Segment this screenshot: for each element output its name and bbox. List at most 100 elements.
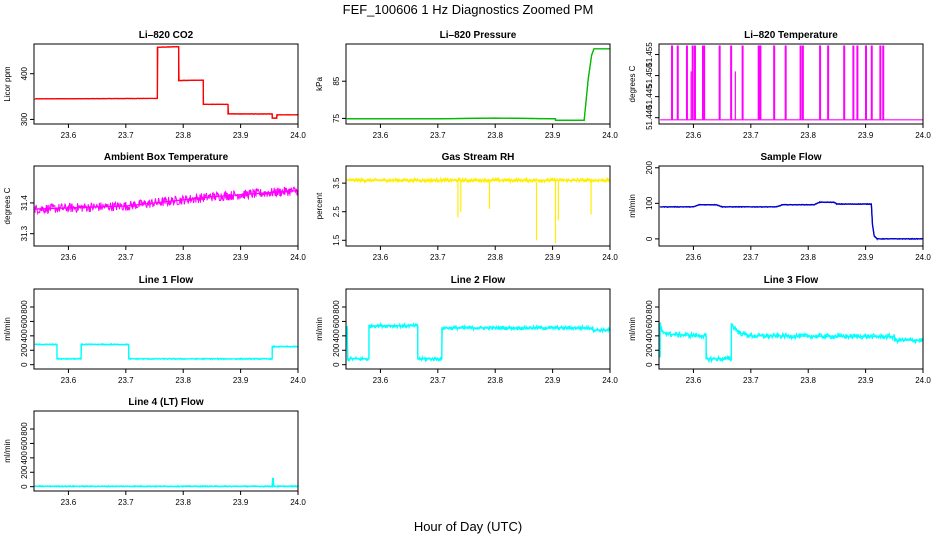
y-axis-label: ml/min	[628, 194, 637, 218]
y-tick-label: 400	[645, 329, 654, 343]
y-tick-label: 400	[20, 451, 29, 465]
y-tick-label: 600	[20, 314, 29, 328]
panel-title: Line 4 (LT) Flow	[128, 397, 204, 408]
y-axis-label: percent	[315, 192, 324, 219]
y-tick-label: 600	[20, 436, 29, 450]
panel-8: Line 2 Flow ml/min 23.6 23.7 23.8 23.9 24.0 0 20…	[315, 275, 618, 385]
series-step-line	[660, 201, 923, 240]
x-tick-label: 23.7	[118, 498, 134, 507]
x-tick-label: 23.7	[430, 253, 446, 262]
panel-title: Ambient Box Temperature	[104, 152, 229, 163]
y-axis-label: ml/min	[3, 439, 12, 463]
x-tick-label: 23.6	[61, 376, 77, 385]
y-tick-label: 200	[20, 465, 29, 479]
y-tick-label: 200	[332, 343, 341, 357]
series-step-line	[35, 343, 298, 360]
series-step-line	[659, 322, 923, 360]
series-line	[659, 200, 924, 241]
series-line	[34, 45, 299, 120]
plot-frame	[658, 43, 924, 125]
x-tick-label: 24.0	[915, 376, 931, 385]
y-tick-label: 31.4	[20, 195, 29, 211]
plot-frame	[33, 165, 299, 247]
y-tick-label: 0	[645, 362, 654, 367]
x-tick-label: 23.9	[233, 131, 249, 140]
series-line	[346, 321, 611, 363]
x-tick-label: 23.7	[118, 253, 134, 262]
x-tick-label: 23.6	[686, 131, 702, 140]
panel-1: Li–820 CO2 Licor ppm 23.6 23.7 23.8 23.9 24.0 3…	[3, 30, 306, 140]
y-tick-label: 800	[645, 300, 654, 314]
x-tick-label: 23.6	[373, 253, 389, 262]
y-tick-label: 75	[332, 113, 341, 122]
y-tick-label: 200	[645, 161, 654, 175]
y-axis-label: degrees C	[628, 65, 637, 102]
x-tick-label: 23.9	[545, 253, 561, 262]
x-tick-label: 24.0	[602, 253, 618, 262]
series-line	[660, 45, 923, 121]
y-tick-label: 800	[20, 300, 29, 314]
panel-2: Li–820 Pressure kPa 23.6 23.7 23.8 23.9 24.0 75…	[315, 30, 618, 140]
panel-7: Line 1 Flow ml/min 23.6 23.7 23.8 23.9 24.0 0 20…	[3, 275, 306, 385]
y-axis-label: ml/min	[3, 317, 12, 341]
x-tick-label: 23.9	[233, 253, 249, 262]
y-tick-label: 0	[20, 362, 29, 367]
series-step-line	[346, 325, 610, 360]
x-tick-label: 23.7	[118, 131, 134, 140]
x-tick-label: 23.6	[61, 498, 77, 507]
x-tick-label: 23.8	[800, 376, 816, 385]
figure-title: FEF_100606 1 Hz Diagnostics Zoomed PM	[343, 2, 594, 17]
x-tick-label: 23.7	[743, 131, 759, 140]
panel-5: Gas Stream RH percent 23.6 23.7 23.8 23.9 24.0…	[315, 152, 618, 262]
y-tick-label: 800	[20, 422, 29, 436]
y-axis-label: ml/min	[628, 317, 637, 341]
y-axis-label: degrees C	[3, 187, 12, 224]
x-tick-label: 23.8	[800, 253, 816, 262]
series-step-line	[35, 477, 298, 487]
x-tick-label: 23.9	[233, 376, 249, 385]
series-line	[34, 186, 299, 216]
y-tick-label: 85	[332, 76, 341, 85]
y-tick-label: 300	[20, 112, 29, 126]
x-tick-label: 23.7	[430, 376, 446, 385]
panel-title: Sample Flow	[760, 152, 821, 163]
x-tick-label: 24.0	[915, 131, 931, 140]
plot-frame	[345, 43, 611, 125]
x-tick-label: 23.8	[487, 253, 503, 262]
y-tick-label: 100	[645, 196, 654, 210]
panel-title: Gas Stream RH	[442, 152, 515, 163]
plot-frame	[345, 288, 611, 370]
y-tick-label: 1.5	[332, 234, 341, 246]
x-tick-label: 23.7	[430, 131, 446, 140]
y-axis-label: kPa	[315, 77, 324, 91]
panel-title: Li–820 Pressure	[440, 30, 517, 41]
series-line	[34, 477, 299, 489]
y-tick-label: 51.445	[645, 84, 654, 109]
x-tick-label: 24.0	[290, 131, 306, 140]
y-tick-label: 3.5	[332, 177, 341, 189]
plot-frame	[345, 165, 611, 247]
x-tick-label: 24.0	[290, 498, 306, 507]
x-tick-label: 23.8	[175, 498, 191, 507]
panel-title: Li–820 Temperature	[744, 30, 838, 41]
x-tick-label: 23.6	[61, 131, 77, 140]
x-tick-label: 24.0	[915, 253, 931, 262]
x-tick-label: 23.9	[233, 498, 249, 507]
y-tick-label: 800	[332, 300, 341, 314]
series-line	[346, 48, 611, 121]
x-tick-label: 23.9	[858, 131, 874, 140]
y-tick-label: 200	[20, 343, 29, 357]
x-tick-label: 23.8	[175, 131, 191, 140]
series-step-line	[347, 48, 610, 121]
panel-3: Li–820 Temperature degrees C 23.6 23.7 23.8 2…	[628, 30, 931, 140]
panel-10: Line 4 (LT) Flow ml/min 23.6 23.7 23.8 23.9 24…	[3, 397, 306, 507]
y-axis-label: Licor ppm	[3, 66, 12, 101]
y-tick-label: 31.3	[20, 225, 29, 241]
y-tick-label: 600	[645, 314, 654, 328]
panel-title: Line 1 Flow	[139, 275, 194, 286]
series-line	[659, 322, 924, 364]
y-tick-label: 0	[645, 236, 654, 241]
x-tick-label: 23.8	[175, 376, 191, 385]
